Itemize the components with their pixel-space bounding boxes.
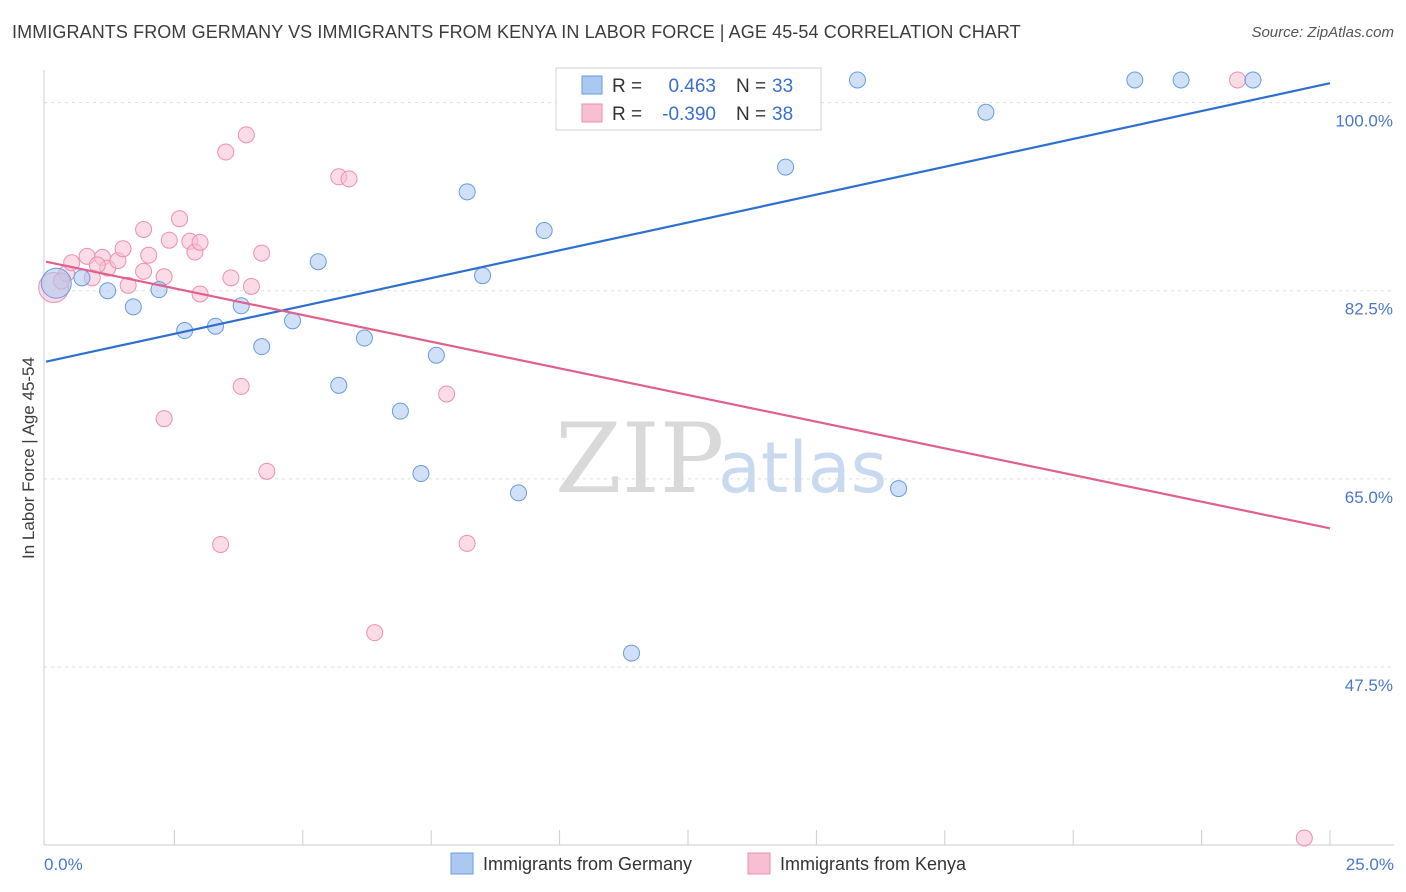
bottom-legend-swatch-germany [450, 852, 474, 875]
scatter-point [114, 240, 132, 258]
scatter-point [458, 534, 476, 552]
bottom-legend-label-germany: Immigrants from Germany [483, 854, 692, 874]
correlation-legend: R = 0.463 N = 33 R = -0.390 N = 38 [555, 67, 822, 131]
y-tick-label: 47.5% [1345, 676, 1393, 695]
trend-line-kenya [45, 260, 1331, 530]
trend-line-germany [45, 82, 1331, 363]
trend-lines [45, 82, 1331, 530]
chart-title: IMMIGRANTS FROM GERMANY VS IMMIGRANTS FR… [12, 22, 1021, 42]
scatter-point [99, 282, 117, 300]
scatter-point [140, 246, 158, 264]
scatter-point [535, 222, 553, 240]
series-legend: Immigrants from Germany Immigrants from … [450, 852, 967, 875]
scatter-point [124, 298, 142, 316]
scatter-point [232, 377, 250, 395]
x-tick-label-min: 0.0% [44, 855, 83, 874]
scatter-point [1126, 71, 1144, 89]
scatter-point [1295, 829, 1313, 847]
scatter-point [510, 484, 528, 502]
scatter-point [309, 253, 327, 271]
legend-kenya-n-value: 38 [772, 104, 793, 125]
scatter-point [340, 170, 358, 188]
bottom-legend-swatch-kenya [747, 852, 771, 875]
legend-germany-n-value: 33 [772, 76, 793, 97]
scatter-point [623, 644, 641, 662]
scatter-point [977, 103, 995, 121]
scatter-point [40, 267, 72, 299]
y-tick-label: 100.0% [1335, 112, 1393, 131]
legend-germany-n-label: N = [736, 76, 766, 97]
legend-germany-r-label: R = [612, 76, 642, 97]
x-tick-label-max: 25.0% [1346, 855, 1394, 874]
scatter-point [135, 262, 153, 280]
y-tick-labels: 47.5% 65.0% 82.5% 100.0% [1335, 112, 1393, 695]
scatter-point [848, 71, 866, 89]
scatter-point [191, 233, 209, 251]
scatter-point [217, 143, 235, 161]
scatter-point [135, 220, 153, 238]
scatter-point [412, 465, 430, 483]
legend-kenya-r-value: -0.390 [662, 104, 716, 125]
source-note: Source: ZipAtlas.com [1251, 24, 1394, 41]
scatter-point [242, 277, 260, 295]
y-tick-label: 82.5% [1345, 300, 1393, 319]
legend-kenya-n-label: N = [736, 104, 766, 125]
scatter-point [427, 346, 445, 364]
scatter-point [253, 244, 271, 262]
scatter-point [330, 376, 348, 394]
legend-swatch-kenya [581, 103, 603, 123]
scatter-point [355, 329, 373, 347]
scatter-point [1244, 71, 1262, 89]
legend-germany-r-value: 0.463 [668, 76, 716, 97]
scatter-point [237, 126, 255, 144]
scatter-point [212, 535, 230, 553]
scatter-point [777, 158, 795, 176]
legend-kenya-r-label: R = [612, 104, 642, 125]
scatter-point [458, 183, 476, 201]
scatter-point [1172, 71, 1190, 89]
germany-points [40, 71, 1262, 662]
watermark-atlas: atlas [718, 427, 887, 509]
scatter-point [284, 312, 302, 330]
scatter-point [222, 269, 240, 287]
scatter-point [160, 231, 178, 249]
scatter-point [253, 338, 271, 356]
scatter-point [119, 276, 137, 294]
scatter-point [155, 410, 173, 428]
scatter-point [474, 267, 492, 285]
scatter-point [171, 210, 189, 228]
y-tick-label: 65.0% [1345, 488, 1393, 507]
watermark-zip: ZIP [555, 403, 724, 515]
scatter-point [366, 624, 384, 642]
scatter-point [1229, 71, 1247, 89]
scatter-point [258, 462, 276, 480]
y-axis-label: In Labor Force | Age 45-54 [19, 357, 38, 559]
legend-swatch-germany [581, 75, 603, 95]
scatter-point [391, 402, 409, 420]
scatter-point [73, 269, 91, 287]
scatter-point [890, 480, 908, 498]
x-axis-ticks [173, 830, 1331, 845]
scatter-point [438, 385, 456, 403]
bottom-legend-label-kenya: Immigrants from Kenya [780, 854, 967, 874]
